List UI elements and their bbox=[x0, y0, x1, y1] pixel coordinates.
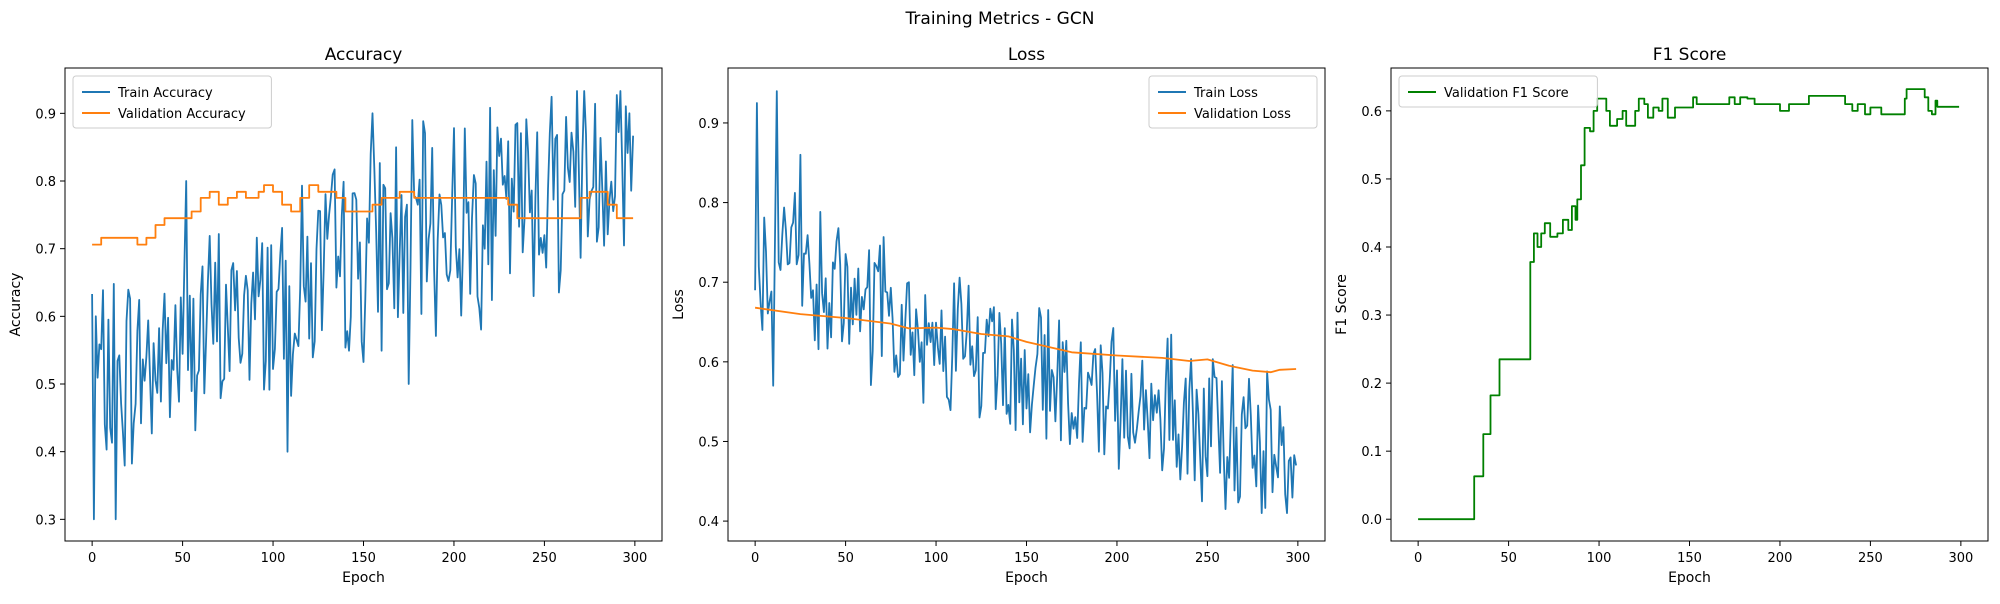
x-tick-label: 150 bbox=[1677, 551, 1702, 566]
y-axis-label: F1 Score bbox=[1334, 274, 1350, 335]
x-tick-label: 250 bbox=[1858, 551, 1883, 566]
y-tick-label: 0.9 bbox=[698, 117, 719, 132]
legend-label: Validation F1 Score bbox=[1444, 86, 1569, 101]
x-tick-label: 0 bbox=[88, 551, 96, 566]
series-line-2 bbox=[92, 184, 634, 246]
y-tick-label: 0.4 bbox=[698, 515, 719, 530]
y-tick-label: 0.5 bbox=[1361, 173, 1382, 188]
x-tick-label: 200 bbox=[1105, 551, 1130, 566]
x-tick-label: 50 bbox=[837, 551, 854, 566]
x-tick-label: 0 bbox=[1414, 551, 1422, 566]
x-tick-label: 100 bbox=[1587, 551, 1612, 566]
x-tick-label: 250 bbox=[532, 551, 557, 566]
y-tick-label: 0.8 bbox=[698, 197, 719, 212]
y-tick-label: 0.6 bbox=[35, 310, 56, 325]
y-tick-label: 0.8 bbox=[35, 175, 56, 190]
y-tick-label: 0.7 bbox=[35, 243, 56, 258]
x-tick-label: 200 bbox=[1768, 551, 1793, 566]
series-line-1 bbox=[91, 90, 634, 521]
chart-title: F1 Score bbox=[1653, 45, 1727, 65]
legend-label: Train Accuracy bbox=[117, 86, 213, 101]
y-tick-label: 0.7 bbox=[698, 276, 719, 291]
legend-box bbox=[72, 75, 272, 129]
x-axis-label: Epoch bbox=[1005, 570, 1048, 586]
y-tick-label: 0.4 bbox=[1361, 241, 1382, 256]
x-axis-label: Epoch bbox=[1668, 570, 1711, 586]
x-tick-label: 250 bbox=[1195, 551, 1220, 566]
y-axis-label: Accuracy bbox=[8, 273, 24, 337]
series-line-1 bbox=[1418, 88, 1960, 521]
series-line-2 bbox=[754, 306, 1297, 374]
legend: Train Accuracy Validation Accuracy bbox=[72, 75, 272, 129]
y-tick-label: 0.5 bbox=[35, 378, 56, 393]
chart-title: Accuracy bbox=[325, 45, 403, 65]
y-tick-label: 0.5 bbox=[698, 435, 719, 450]
x-tick-label: 300 bbox=[622, 551, 647, 566]
chart-title: Loss bbox=[1008, 45, 1045, 65]
figure-title: Training Metrics - GCN bbox=[905, 9, 1095, 29]
y-tick-label: 0.3 bbox=[1361, 309, 1382, 324]
y-tick-label: 0.6 bbox=[698, 356, 719, 371]
x-tick-label: 300 bbox=[1285, 551, 1310, 566]
plot-frame bbox=[1390, 67, 1989, 542]
x-tick-label: 200 bbox=[442, 551, 467, 566]
x-tick-label: 100 bbox=[924, 551, 949, 566]
x-tick-label: 50 bbox=[1500, 551, 1517, 566]
y-tick-label: 0.4 bbox=[35, 446, 56, 461]
chart-1: Accuracy 0 50 100 150 200 250 300 0.3 0.4 0.5 0.6 0.… bbox=[8, 45, 663, 586]
chart-3: F1 Score 0 50 100 150 200 250 300 0.0 0.1 0.2 0.3 0.… bbox=[1334, 45, 1989, 586]
series-line-1 bbox=[754, 90, 1297, 514]
legend-label: Train Loss bbox=[1193, 86, 1258, 101]
x-axis-label: Epoch bbox=[342, 570, 385, 586]
x-tick-label: 50 bbox=[174, 551, 191, 566]
plot-frame bbox=[64, 67, 663, 542]
y-axis-label: Loss bbox=[671, 289, 687, 320]
y-tick-label: 0.1 bbox=[1361, 445, 1382, 460]
x-tick-label: 150 bbox=[351, 551, 376, 566]
legend-label: Validation Loss bbox=[1194, 107, 1291, 122]
y-tick-label: 0.0 bbox=[1361, 513, 1382, 528]
y-tick-label: 0.2 bbox=[1361, 377, 1382, 392]
legend-box bbox=[1398, 75, 1598, 108]
chart-2: Loss 0 50 100 150 200 250 300 0.4 0.5 0.6 0.7 0.8 0.9… bbox=[671, 45, 1326, 586]
y-tick-label: 0.9 bbox=[35, 107, 56, 122]
y-tick-label: 0.3 bbox=[35, 513, 56, 528]
legend: Validation F1 Score bbox=[1398, 75, 1598, 108]
x-tick-label: 150 bbox=[1014, 551, 1039, 566]
legend-label: Validation Accuracy bbox=[118, 107, 246, 122]
legend: Train Loss Validation Loss bbox=[1148, 75, 1318, 129]
x-tick-label: 0 bbox=[751, 551, 759, 566]
y-tick-label: 0.6 bbox=[1361, 105, 1382, 120]
legend-box bbox=[1148, 75, 1318, 129]
x-tick-label: 100 bbox=[261, 551, 286, 566]
x-tick-label: 300 bbox=[1948, 551, 1973, 566]
plot-frame bbox=[727, 67, 1326, 542]
